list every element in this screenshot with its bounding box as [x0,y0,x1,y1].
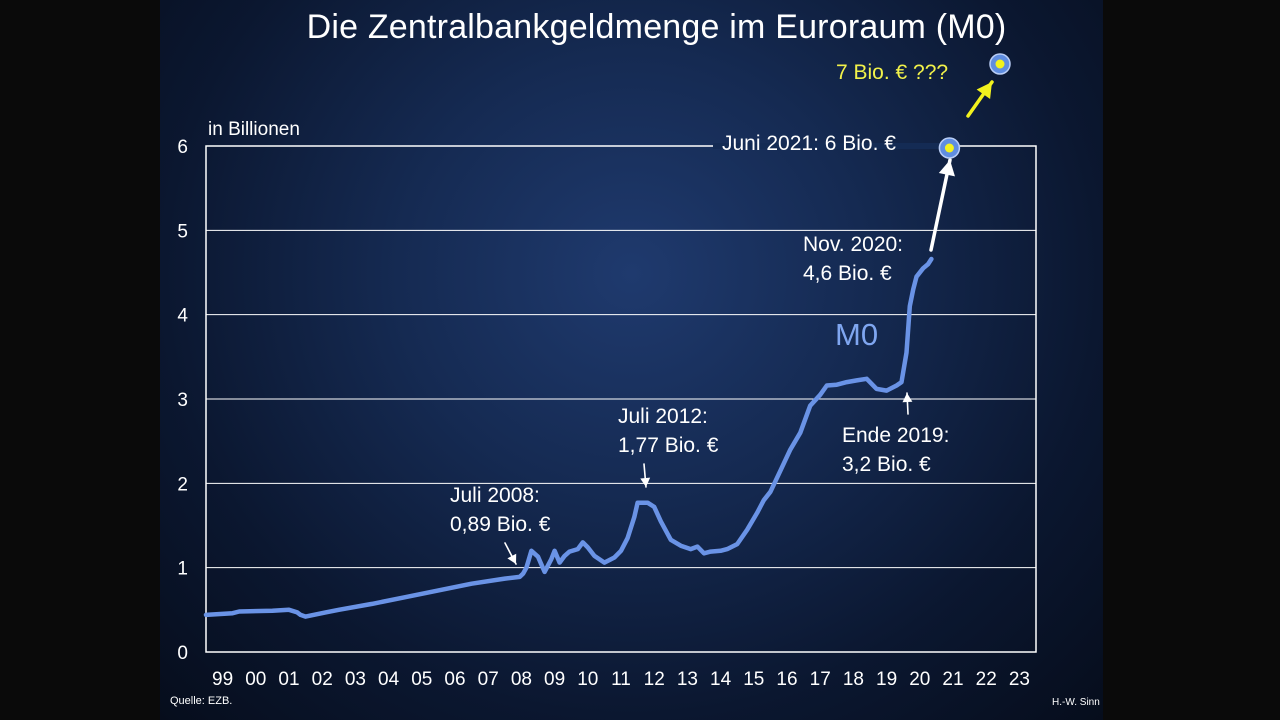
series-label-m0: M0 [835,317,879,352]
annotation-jul2012-line1: Juli 2012: [618,405,708,428]
author-note: H.-W. Sinn [1052,697,1100,708]
arrow-to-jun2021-shaft [929,158,952,252]
x-tick-label-21: 21 [942,669,963,690]
x-tick-label-01: 01 [278,669,299,690]
x-tick-label-22: 22 [976,669,997,690]
y-tick-label-5: 5 [177,221,188,242]
annotation-ende2019-line2: 3,2 Bio. € [842,453,931,476]
annotation-nov2020: Nov. 2020: 4,6 Bio. € [803,230,903,288]
arrow-jul2008-head [507,553,517,564]
annotation-ende2019-line1: Ende 2019: [842,424,950,447]
annotation-jul2012: Juli 2012: 1,77 Bio. € [618,402,718,460]
arrow-to-projection-head [976,82,992,100]
x-tick-label-13: 13 [677,669,698,690]
x-tick-label-19: 19 [876,669,897,690]
source-note: Quelle: EZB. [170,695,233,707]
x-tick-label-04: 04 [378,669,400,690]
x-tick-label-99: 99 [212,669,233,690]
x-tick-label-03: 03 [345,669,366,690]
y-tick-label-3: 3 [177,390,188,411]
x-tick-label-02: 02 [312,669,333,690]
y-tick-label-2: 2 [177,474,188,495]
annotation-nov2020-line2: 4,6 Bio. € [803,262,892,285]
y-tick-label-0: 0 [177,643,188,664]
gridline-mask [713,143,957,149]
y-tick-label-1: 1 [177,559,188,580]
marker-projection-dot [995,59,1005,69]
x-tick-label-14: 14 [710,669,732,690]
annotation-jul2008-line1: Juli 2008: [450,484,540,507]
x-tick-label-00: 00 [245,669,266,690]
annotation-projection: 7 Bio. € ??? [836,61,949,84]
ylabel: in Billionen [208,119,300,140]
marker-jun2021-dot [944,143,954,153]
annotation-jun2021: Juni 2021: 6 Bio. € [722,132,896,155]
y-tick-label-6: 6 [177,137,188,158]
x-tick-label-07: 07 [478,669,499,690]
x-tick-label-16: 16 [776,669,797,690]
x-tick-label-05: 05 [411,669,432,690]
annotation-jul2008: Juli 2008: 0,89 Bio. € [450,481,550,539]
x-tick-label-10: 10 [577,669,598,690]
x-tick-label-12: 12 [644,669,665,690]
annotation-jul2012-line2: 1,77 Bio. € [618,434,719,457]
x-tick-label-23: 23 [1009,669,1030,690]
x-tick-label-09: 09 [544,669,565,690]
x-tick-label-20: 20 [909,669,930,690]
arrow-ende2019-head [902,393,913,403]
x-tick-label-11: 11 [611,669,631,690]
x-tick-label-17: 17 [810,669,831,690]
x-tick-label-18: 18 [843,669,864,690]
x-tick-label-15: 15 [743,669,764,690]
annotation-nov2020-line1: Nov. 2020: [803,233,904,256]
x-tick-label-08: 08 [511,669,532,690]
annotation-ende2019: Ende 2019: 3,2 Bio. € [842,421,949,479]
y-tick-label-4: 4 [177,306,188,327]
annotation-jul2008-line2: 0,89 Bio. € [450,513,551,536]
arrow-to-jun2021-head [938,160,955,177]
slide: 0 1 2 3 4 5 6 99 00 01 02 03 04 05 06 07 08 09 10 11 12 13 14 1… [160,0,1103,720]
arrow-jul2012-head [640,477,651,487]
chart-title: Die Zentralbankgeldmenge im Euroraum (M0… [306,8,1007,46]
x-tick-label-06: 06 [444,669,465,690]
series-line-m0 [203,256,934,619]
